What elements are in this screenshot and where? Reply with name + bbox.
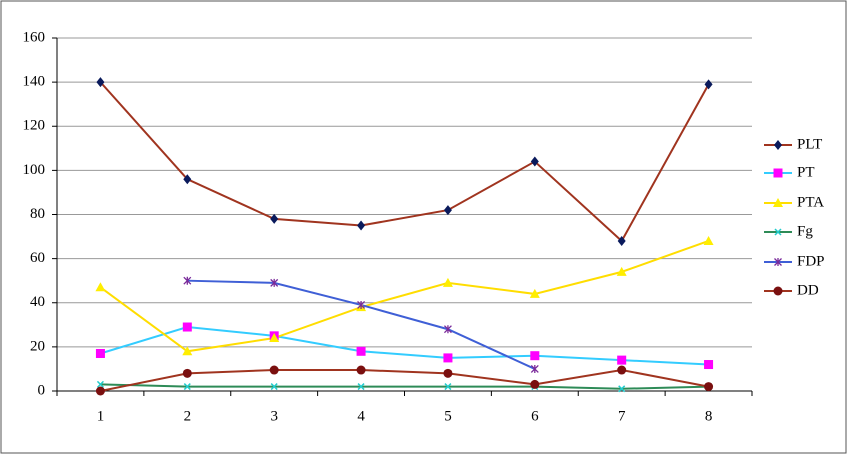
marker [183,174,192,185]
legend-label: FDP [797,253,825,269]
x-tick-label: 6 [531,408,539,424]
marker [617,365,627,375]
marker [443,353,453,363]
legend-label: PT [797,164,815,180]
x-tick-label: 8 [705,408,713,424]
x-tick-label: 3 [270,408,278,424]
marker [530,364,539,373]
marker [529,288,540,298]
marker [269,333,280,343]
marker [443,368,453,378]
marker [443,205,452,216]
marker [356,346,366,356]
marker [704,79,713,90]
y-tick-label: 100 [23,162,46,178]
y-tick-label: 120 [23,118,46,134]
marker [96,380,104,388]
x-tick-label: 7 [618,408,626,424]
marker [95,348,105,358]
marker [183,383,191,391]
x-tick-label: 2 [184,408,192,424]
legend: PLT PT PTA Fg FDP DD [764,136,825,298]
marker [444,383,452,391]
legend-marker [773,286,783,296]
marker [357,383,365,391]
marker [182,368,192,378]
marker [530,156,539,167]
series-line [99,240,709,353]
marker [270,213,279,224]
y-tick-label: 20 [30,338,45,354]
x-tick-label: 5 [444,408,452,424]
legend-label: PLT [797,136,822,152]
marker [95,386,105,396]
series-line [100,369,709,392]
marker [357,220,366,231]
series-line [99,81,710,243]
marker [269,365,279,375]
marker [270,278,279,287]
y-tick-label: 160 [23,29,46,45]
marker [704,360,714,370]
legend-label: DD [797,282,819,298]
marker [182,322,192,332]
marker [356,365,366,375]
marker [704,382,714,392]
y-tick-label: 140 [23,74,46,90]
legend-label: PTA [797,194,824,210]
marker [183,276,192,285]
legend-label: Fg [797,223,813,239]
marker [703,235,714,245]
marker [616,266,627,276]
x-tick-label: 4 [357,408,365,424]
marker [618,385,626,393]
legend-marker [774,140,782,150]
legend-marker [774,228,782,236]
y-tick-label: 80 [30,206,45,222]
legend-marker [773,198,783,207]
x-tick-label: 1 [97,408,105,424]
marker [617,355,627,365]
marker [95,282,106,292]
marker [442,277,453,287]
marker [182,346,193,356]
legend-marker [774,258,782,266]
marker [530,351,540,361]
series-line [100,383,709,390]
marker [270,383,278,391]
y-tick-label: 0 [38,382,46,398]
y-tick-label: 60 [30,250,45,266]
legend-marker [773,168,783,178]
marker [357,300,366,309]
marker [617,235,626,246]
y-tick-label: 40 [30,294,45,310]
marker [96,77,105,88]
marker [530,379,540,389]
marker [443,325,452,334]
series-line [100,326,709,366]
